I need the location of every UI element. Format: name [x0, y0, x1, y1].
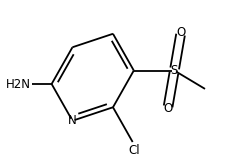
- Text: S: S: [170, 64, 177, 77]
- Text: O: O: [176, 26, 185, 39]
- Text: O: O: [162, 102, 172, 115]
- Text: N: N: [68, 114, 76, 127]
- Text: H2N: H2N: [6, 77, 31, 91]
- Text: Cl: Cl: [128, 144, 139, 157]
